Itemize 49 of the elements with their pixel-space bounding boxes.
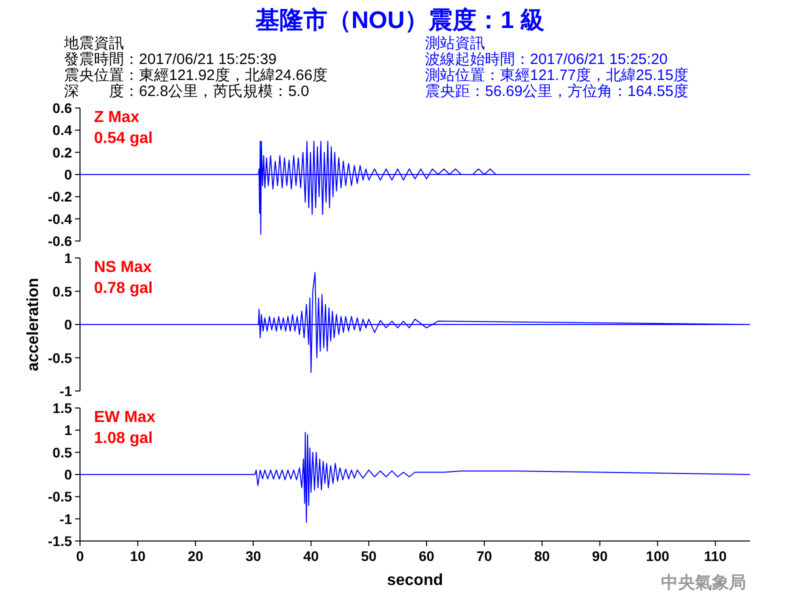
text: 深 度：62.8公里，芮氏規模：5.0 [64,83,310,100]
y-tick-label: 0 [64,166,72,182]
y-tick-label: 1 [64,250,72,266]
y-tick-label: 1.5 [52,400,72,416]
x-tick-label: 70 [476,548,492,564]
x-tick-label: 60 [418,548,435,564]
y-tick-label: -1.5 [48,533,72,549]
x-tick-label: 50 [361,548,377,564]
text: 測站資訊 [425,35,485,52]
x-tick-label: 80 [534,548,550,564]
x-tick-label: 110 [704,548,727,564]
y-tick-label: 0.2 [52,144,72,160]
x-tick-label: 90 [592,548,608,564]
y-tick-label: -0.5 [48,350,72,366]
y-tick-label: -0.2 [48,188,72,205]
y-axis-title: acceleration [25,278,42,372]
x-tick-label: 20 [188,548,204,564]
annotation: Z Max [94,109,140,126]
text: 測站位置：東經121.77度，北緯25.15度 [425,67,688,84]
annotation: EW Max [94,409,156,426]
y-tick-label: 0.4 [52,122,72,138]
x-tick-label: 0 [76,548,84,564]
y-tick-label: -1 [60,510,72,527]
text: 震央距：56.69公里，方位角：164.55度 [425,83,688,100]
y-tick-label: -0.4 [48,210,72,227]
text: 波線起始時間：2017/06/21 15:25:20 [425,51,668,68]
y-tick-label: 0 [64,466,72,482]
y-tick-label: 0.6 [52,100,72,116]
annotation: 1.08 gal [94,430,153,447]
y-tick-label: 0 [64,316,72,332]
x-tick-label: 10 [130,548,146,564]
x-tick-label: 100 [646,548,670,564]
x-axis-title: second [386,572,444,589]
y-tick-label: 0.5 [52,283,72,300]
text: 中央氣象局 [661,573,746,592]
y-tick-label: -0.5 [48,488,72,505]
y-tick-label: -1 [60,383,72,399]
annotation: 0.78 gal [94,280,153,297]
x-tick-label: 30 [245,548,262,564]
chart-title: 基隆市（NOU）震度：1 級 [254,7,545,34]
text: 地震資訊 [63,35,124,52]
x-tick-label: 40 [303,548,320,564]
text: 震央位置：東經121.92度，北緯24.66度 [64,67,328,84]
text: 發震時間：2017/06/21 15:25:39 [64,51,277,68]
annotation: 0.54 gal [94,130,153,147]
y-tick-label: 0.5 [52,444,72,460]
annotation: NS Max [94,259,152,276]
y-tick-label: 1 [64,422,72,438]
y-tick-label: -0.6 [48,233,72,249]
